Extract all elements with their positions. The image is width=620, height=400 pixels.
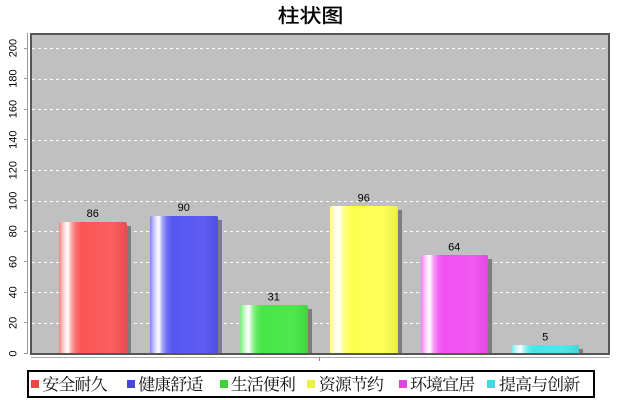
svg-text:180: 180: [8, 69, 20, 87]
svg-text:120: 120: [8, 161, 20, 179]
svg-text:140: 140: [8, 131, 20, 149]
svg-text:0: 0: [8, 350, 20, 356]
svg-text:20: 20: [8, 317, 20, 329]
svg-text:40: 40: [8, 286, 20, 298]
svg-text:160: 160: [8, 100, 20, 118]
svg-text:100: 100: [8, 192, 20, 210]
svg-text:80: 80: [8, 225, 20, 237]
svg-text:60: 60: [8, 256, 20, 268]
svg-text:200: 200: [8, 39, 20, 57]
